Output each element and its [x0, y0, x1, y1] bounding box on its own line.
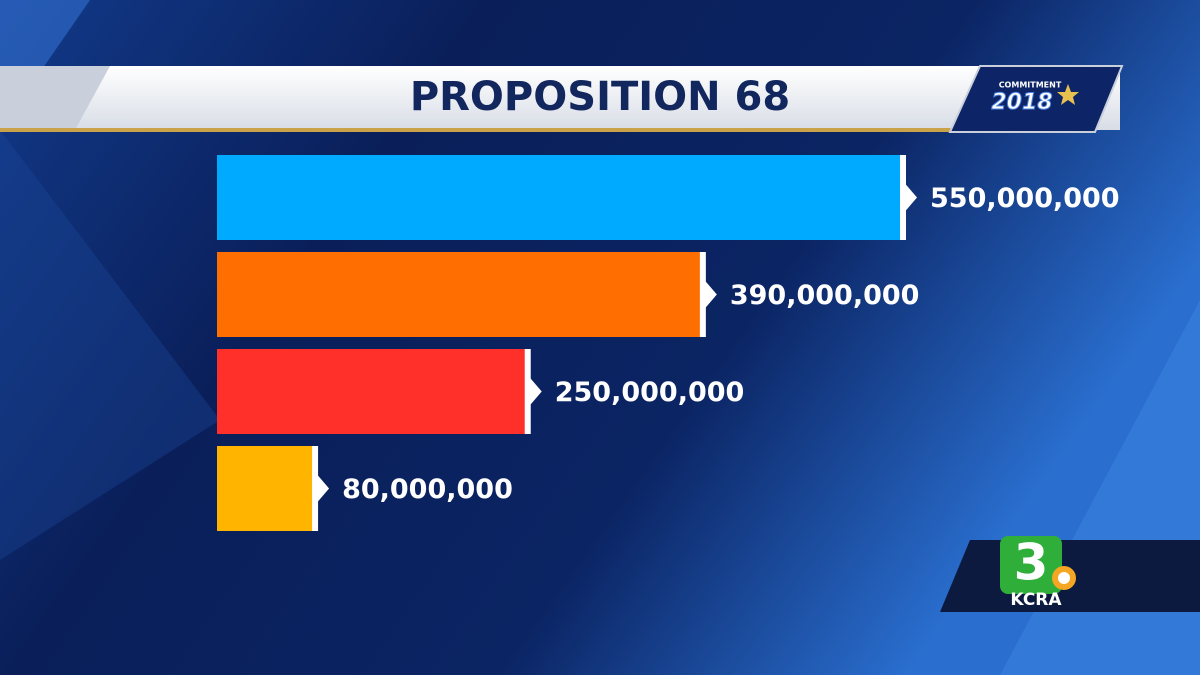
bar-edge	[312, 446, 319, 531]
event-logo-star	[1057, 84, 1079, 105]
station-logo-number: 3	[1014, 534, 1049, 592]
bar-pointer	[704, 280, 717, 309]
bar-edge	[900, 155, 906, 240]
bar-edge	[699, 252, 706, 337]
event-logo-year: 2018	[991, 90, 1052, 115]
header-band	[0, 66, 1120, 130]
event-logo-caption: COMMITMENT	[999, 81, 1062, 90]
value-label: 80,000,000	[342, 474, 513, 505]
value-label: 390,000,000	[730, 280, 920, 311]
header-rule	[0, 128, 1000, 132]
chart-title: PROPOSITION 68	[410, 74, 790, 120]
station-logo-badge	[1000, 536, 1062, 594]
bar-pointer	[529, 377, 542, 406]
bar	[217, 446, 318, 531]
value-label: 550,000,000	[930, 183, 1120, 214]
bar-pointer	[317, 474, 330, 503]
bar	[217, 252, 705, 337]
event-logo-box	[948, 65, 1124, 133]
bar-pointer	[905, 183, 917, 212]
bg-facet	[0, 130, 220, 560]
bar	[217, 349, 530, 434]
station-logo-callsign: KCRA	[1010, 590, 1062, 610]
value-label: 250,000,000	[555, 377, 745, 408]
header-edge	[0, 66, 110, 130]
station-logo-peacock-center	[1058, 572, 1070, 584]
bar-edge	[524, 349, 531, 434]
bar	[217, 155, 905, 240]
